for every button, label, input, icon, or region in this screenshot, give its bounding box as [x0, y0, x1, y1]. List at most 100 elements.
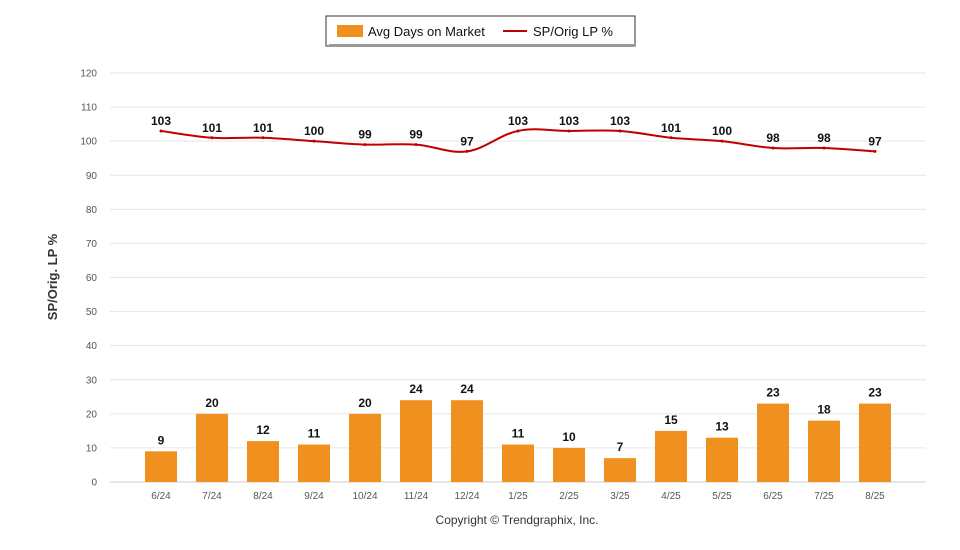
bar-data-label: 20 — [205, 396, 219, 410]
gridlines — [110, 72, 926, 483]
line-data-label: 101 — [253, 121, 273, 135]
bar[interactable] — [757, 403, 789, 482]
copyright-footer: Copyright © Trendgraphix, Inc. — [436, 513, 599, 527]
y-tick-label: 70 — [86, 239, 98, 250]
bar[interactable] — [451, 400, 483, 482]
bar[interactable] — [706, 437, 738, 482]
bar[interactable] — [553, 447, 585, 482]
bar[interactable] — [196, 413, 228, 482]
bar-data-label: 11 — [512, 427, 525, 441]
bar-data-label: 24 — [409, 382, 423, 396]
bar-series: 9 20 12 11 20 24 24 11 10 7 15 13 23 18 23 — [145, 382, 891, 482]
line-data-label: 101 — [202, 121, 222, 135]
line-data-label: 100 — [304, 124, 324, 138]
legend[interactable]: Avg Days on Market SP/Orig LP % — [325, 15, 636, 47]
x-tick-label: 4/25 — [661, 491, 681, 502]
bar-data-label: 12 — [256, 423, 270, 437]
legend-label-bar: Avg Days on Market — [368, 24, 485, 39]
y-axis: 0 10 20 30 40 50 60 70 80 90 100 110 120 — [80, 69, 97, 489]
bar-data-label: 23 — [766, 386, 780, 400]
bar-data-label: 10 — [562, 430, 576, 444]
line-point[interactable] — [618, 129, 622, 133]
bar[interactable] — [298, 444, 330, 482]
bar-data-label: 23 — [868, 386, 882, 400]
line-point[interactable] — [669, 136, 673, 140]
line-point[interactable] — [414, 143, 418, 147]
bar[interactable] — [349, 413, 381, 482]
line-data-label: 101 — [661, 121, 681, 135]
line-data-label: 98 — [817, 131, 831, 145]
line-point[interactable] — [516, 129, 520, 133]
x-tick-label: 8/25 — [865, 491, 885, 502]
x-tick-label: 6/25 — [763, 491, 783, 502]
bar[interactable] — [145, 451, 177, 482]
line-point[interactable] — [720, 139, 724, 143]
y-tick-label: 110 — [81, 103, 97, 114]
line-point[interactable] — [771, 146, 775, 150]
line-point[interactable] — [312, 139, 316, 143]
line-series: 103 101 101 100 99 99 97 103 103 103 101 100 98 98 97 — [151, 114, 882, 153]
y-tick-label: 40 — [86, 341, 98, 352]
bar[interactable] — [808, 420, 840, 482]
x-tick-label: 5/25 — [712, 491, 732, 502]
bar-data-label: 7 — [617, 440, 624, 454]
x-tick-label: 3/25 — [610, 491, 630, 502]
line-data-label: 100 — [712, 124, 732, 138]
x-tick-label: 7/25 — [814, 491, 834, 502]
bar-data-label: 20 — [358, 396, 372, 410]
line-point[interactable] — [567, 129, 571, 133]
bar-data-label: 11 — [308, 427, 321, 441]
y-tick-label: 100 — [80, 137, 97, 148]
line-data-label: 99 — [409, 128, 423, 142]
bar[interactable] — [400, 400, 432, 482]
line-point[interactable] — [159, 129, 163, 133]
legend-shadow — [329, 44, 635, 47]
x-tick-label: 11/24 — [404, 491, 429, 502]
line-data-label: 103 — [508, 114, 528, 128]
bar-data-label: 13 — [715, 420, 729, 434]
line-point[interactable] — [822, 146, 826, 150]
y-tick-label: 60 — [86, 273, 98, 284]
line-data-label: 103 — [151, 114, 171, 128]
bar-data-label: 18 — [817, 403, 831, 417]
bar[interactable] — [247, 441, 279, 482]
x-tick-label: 7/24 — [202, 491, 222, 502]
line-data-label: 97 — [460, 134, 474, 148]
x-tick-label: 9/24 — [304, 491, 324, 502]
legend-swatch-bar — [337, 25, 363, 37]
bar-data-label: 9 — [158, 433, 165, 447]
line-data-label: 99 — [358, 128, 372, 142]
x-tick-label: 6/24 — [151, 491, 171, 502]
y-tick-label: 80 — [86, 205, 98, 216]
bar[interactable] — [604, 458, 636, 482]
line-data-label: 103 — [610, 114, 630, 128]
legend-label-line: SP/Orig LP % — [533, 24, 613, 39]
legend-box — [325, 15, 636, 47]
x-tick-label: 1/25 — [508, 491, 528, 502]
y-tick-label: 20 — [86, 409, 98, 420]
bar-data-label: 24 — [460, 382, 474, 396]
x-tick-label: 10/24 — [352, 491, 377, 502]
line-point[interactable] — [465, 149, 469, 153]
line-point[interactable] — [261, 136, 265, 140]
line-data-label: 97 — [868, 134, 882, 148]
x-axis: 6/24 7/24 8/24 9/24 10/24 11/24 12/24 1/25 2/25 3… — [151, 491, 885, 502]
bar[interactable] — [859, 403, 891, 482]
line-point[interactable] — [210, 136, 214, 140]
y-tick-label: 90 — [86, 171, 98, 182]
x-tick-label: 12/24 — [454, 491, 479, 502]
bar[interactable] — [502, 444, 534, 482]
line-point[interactable] — [363, 143, 367, 147]
x-tick-label: 2/25 — [559, 491, 579, 502]
line-data-label: 103 — [559, 114, 579, 128]
line-data-label: 98 — [766, 131, 780, 145]
line-point[interactable] — [873, 149, 877, 153]
y-tick-label: 30 — [86, 375, 98, 386]
y-tick-label: 10 — [86, 443, 98, 454]
y-tick-label: 50 — [86, 307, 98, 318]
x-tick-label: 8/24 — [253, 491, 273, 502]
bar[interactable] — [655, 430, 687, 482]
y-axis-title: SP/Orig. LP % — [45, 233, 60, 320]
y-tick-label: 120 — [80, 69, 97, 80]
